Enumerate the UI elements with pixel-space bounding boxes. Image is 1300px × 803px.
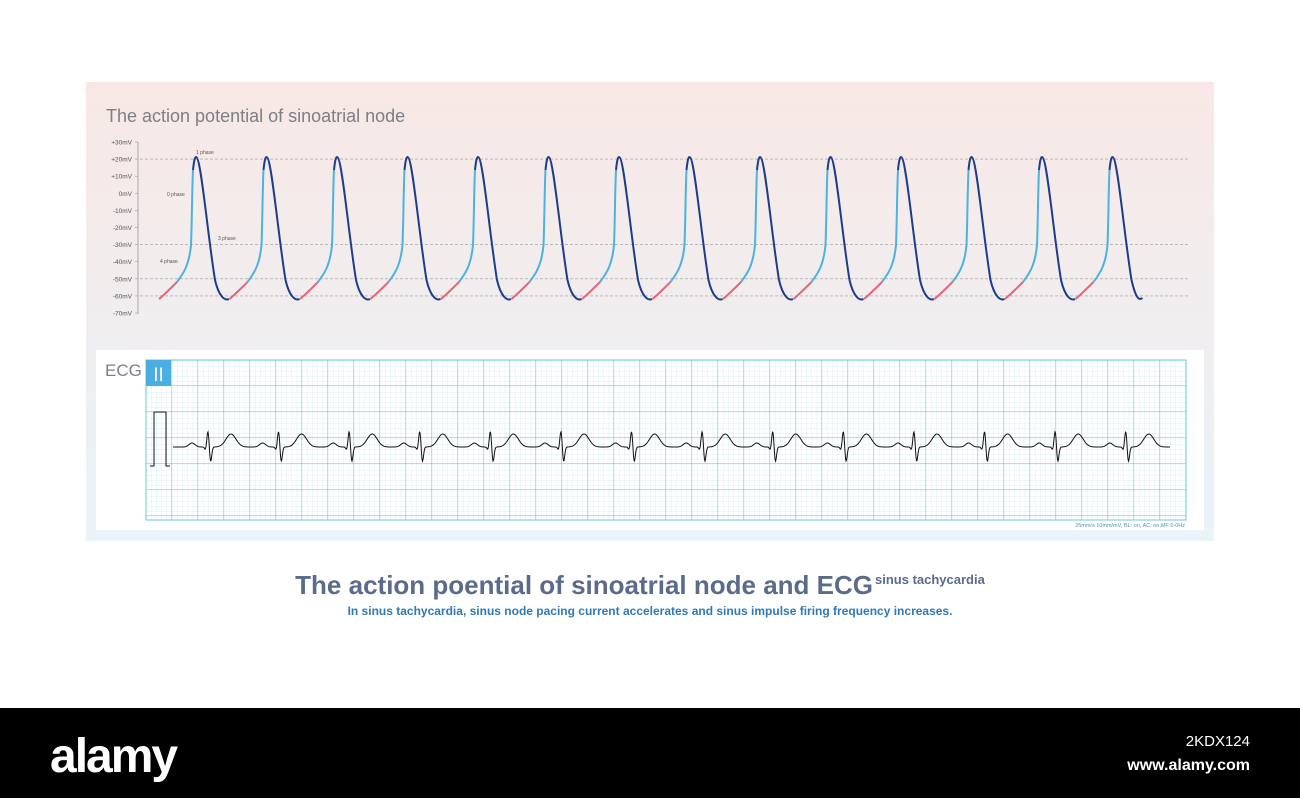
repolarization-segment: [1038, 155, 1076, 301]
y-tick-label: +20mV: [111, 157, 132, 164]
caption-title: The action poential of sinoatrial node a…: [295, 570, 985, 600]
phase-4-segment: [651, 281, 672, 300]
phase-4-segment: [510, 281, 531, 300]
upstroke-segment: [317, 169, 335, 283]
y-tick-label: -50mV: [113, 276, 133, 283]
upstroke-segment: [740, 169, 758, 283]
phase-4-segment: [299, 281, 319, 300]
repolarization-segment: [967, 155, 1005, 301]
repolarization-segment: [192, 155, 230, 301]
y-tick-label: 0mV: [119, 191, 133, 198]
upstroke-segment: [387, 169, 406, 283]
phase-4-segment: [228, 281, 249, 300]
phase-4-segment: [1004, 281, 1024, 300]
phase-4-segment: [158, 281, 178, 300]
y-tick-label: -40mV: [113, 259, 133, 266]
upstroke-segment: [246, 169, 265, 283]
upstroke-segment: [599, 169, 617, 283]
lead-label: II: [153, 365, 164, 386]
phase-label: 0 phase: [167, 192, 185, 198]
ecg-line: [173, 430, 1170, 464]
repolarization-segment: [615, 155, 653, 301]
upstroke-segment: [669, 169, 688, 283]
repolarization-segment: [262, 155, 300, 301]
ecg-trace: [173, 430, 1170, 464]
ecg-label: ECG: [105, 361, 142, 380]
y-tick-label: +10mV: [111, 174, 132, 181]
upstroke-segment: [528, 169, 547, 283]
repolarization-segment: [474, 155, 512, 301]
phase-4-segment: [369, 281, 390, 300]
phase-label: 3 phase: [218, 236, 236, 242]
phase-4-segment: [933, 281, 954, 300]
y-tick-label: -10mV: [113, 208, 133, 215]
lead-box: [146, 360, 171, 386]
caption-subtitle: In sinus tachycardia, sinus node pacing …: [348, 604, 953, 618]
repolarization-segment: [333, 155, 371, 301]
phase-4-segment: [1074, 281, 1095, 300]
y-tick-label: -30mV: [113, 242, 133, 249]
ecg-grid: [145, 359, 1187, 521]
phase-4-segment: [863, 281, 883, 300]
repolarization-segment: [403, 155, 441, 301]
upstroke-segment: [1022, 169, 1040, 283]
y-tick-label: -20mV: [113, 225, 133, 232]
repolarization-segment: [897, 155, 935, 301]
upstroke-segment: [810, 169, 829, 283]
repolarization-segment: [756, 155, 794, 301]
y-tick-label: -60mV: [113, 293, 133, 300]
phase-4-segment: [581, 281, 601, 300]
y-tick-label: +30mV: [111, 140, 132, 147]
footer-bar: [0, 708, 1300, 798]
repolarization-segment: [544, 155, 582, 301]
action-potential: +30mV +20mV +10mV 0mV -10mV -20mV -30mV -40mV -5…: [111, 140, 1190, 318]
phase-4-segment: [440, 281, 460, 300]
upstroke-segment: [881, 169, 899, 283]
upstroke-segment: [176, 169, 194, 283]
phase-label: 1 phase: [196, 150, 214, 156]
repolarization-segment: [1108, 155, 1144, 300]
repolarization-segment: [826, 155, 864, 301]
ap-title: The action potential of sinoatrial node: [106, 106, 405, 126]
phase-4-segment: [792, 281, 813, 300]
calibration-pulse: [150, 411, 170, 467]
phase-4-segment: [722, 281, 742, 300]
footer-brand: alamy: [50, 730, 178, 783]
upstroke-segment: [458, 169, 476, 283]
upstroke-segment: [951, 169, 970, 283]
phase-label: 4 phase: [160, 259, 178, 265]
footer-url: www.alamy.com: [1126, 757, 1250, 774]
repolarization-segment: [685, 155, 723, 301]
ecg-settings: 25mm/s 10mm/mV, BL: on, AC: on,MF:0-0Hz: [1075, 523, 1185, 529]
y-tick-label: -70mV: [113, 311, 133, 318]
upstroke-segment: [1092, 169, 1111, 283]
footer-image-id: 2KDX124: [1186, 733, 1250, 750]
